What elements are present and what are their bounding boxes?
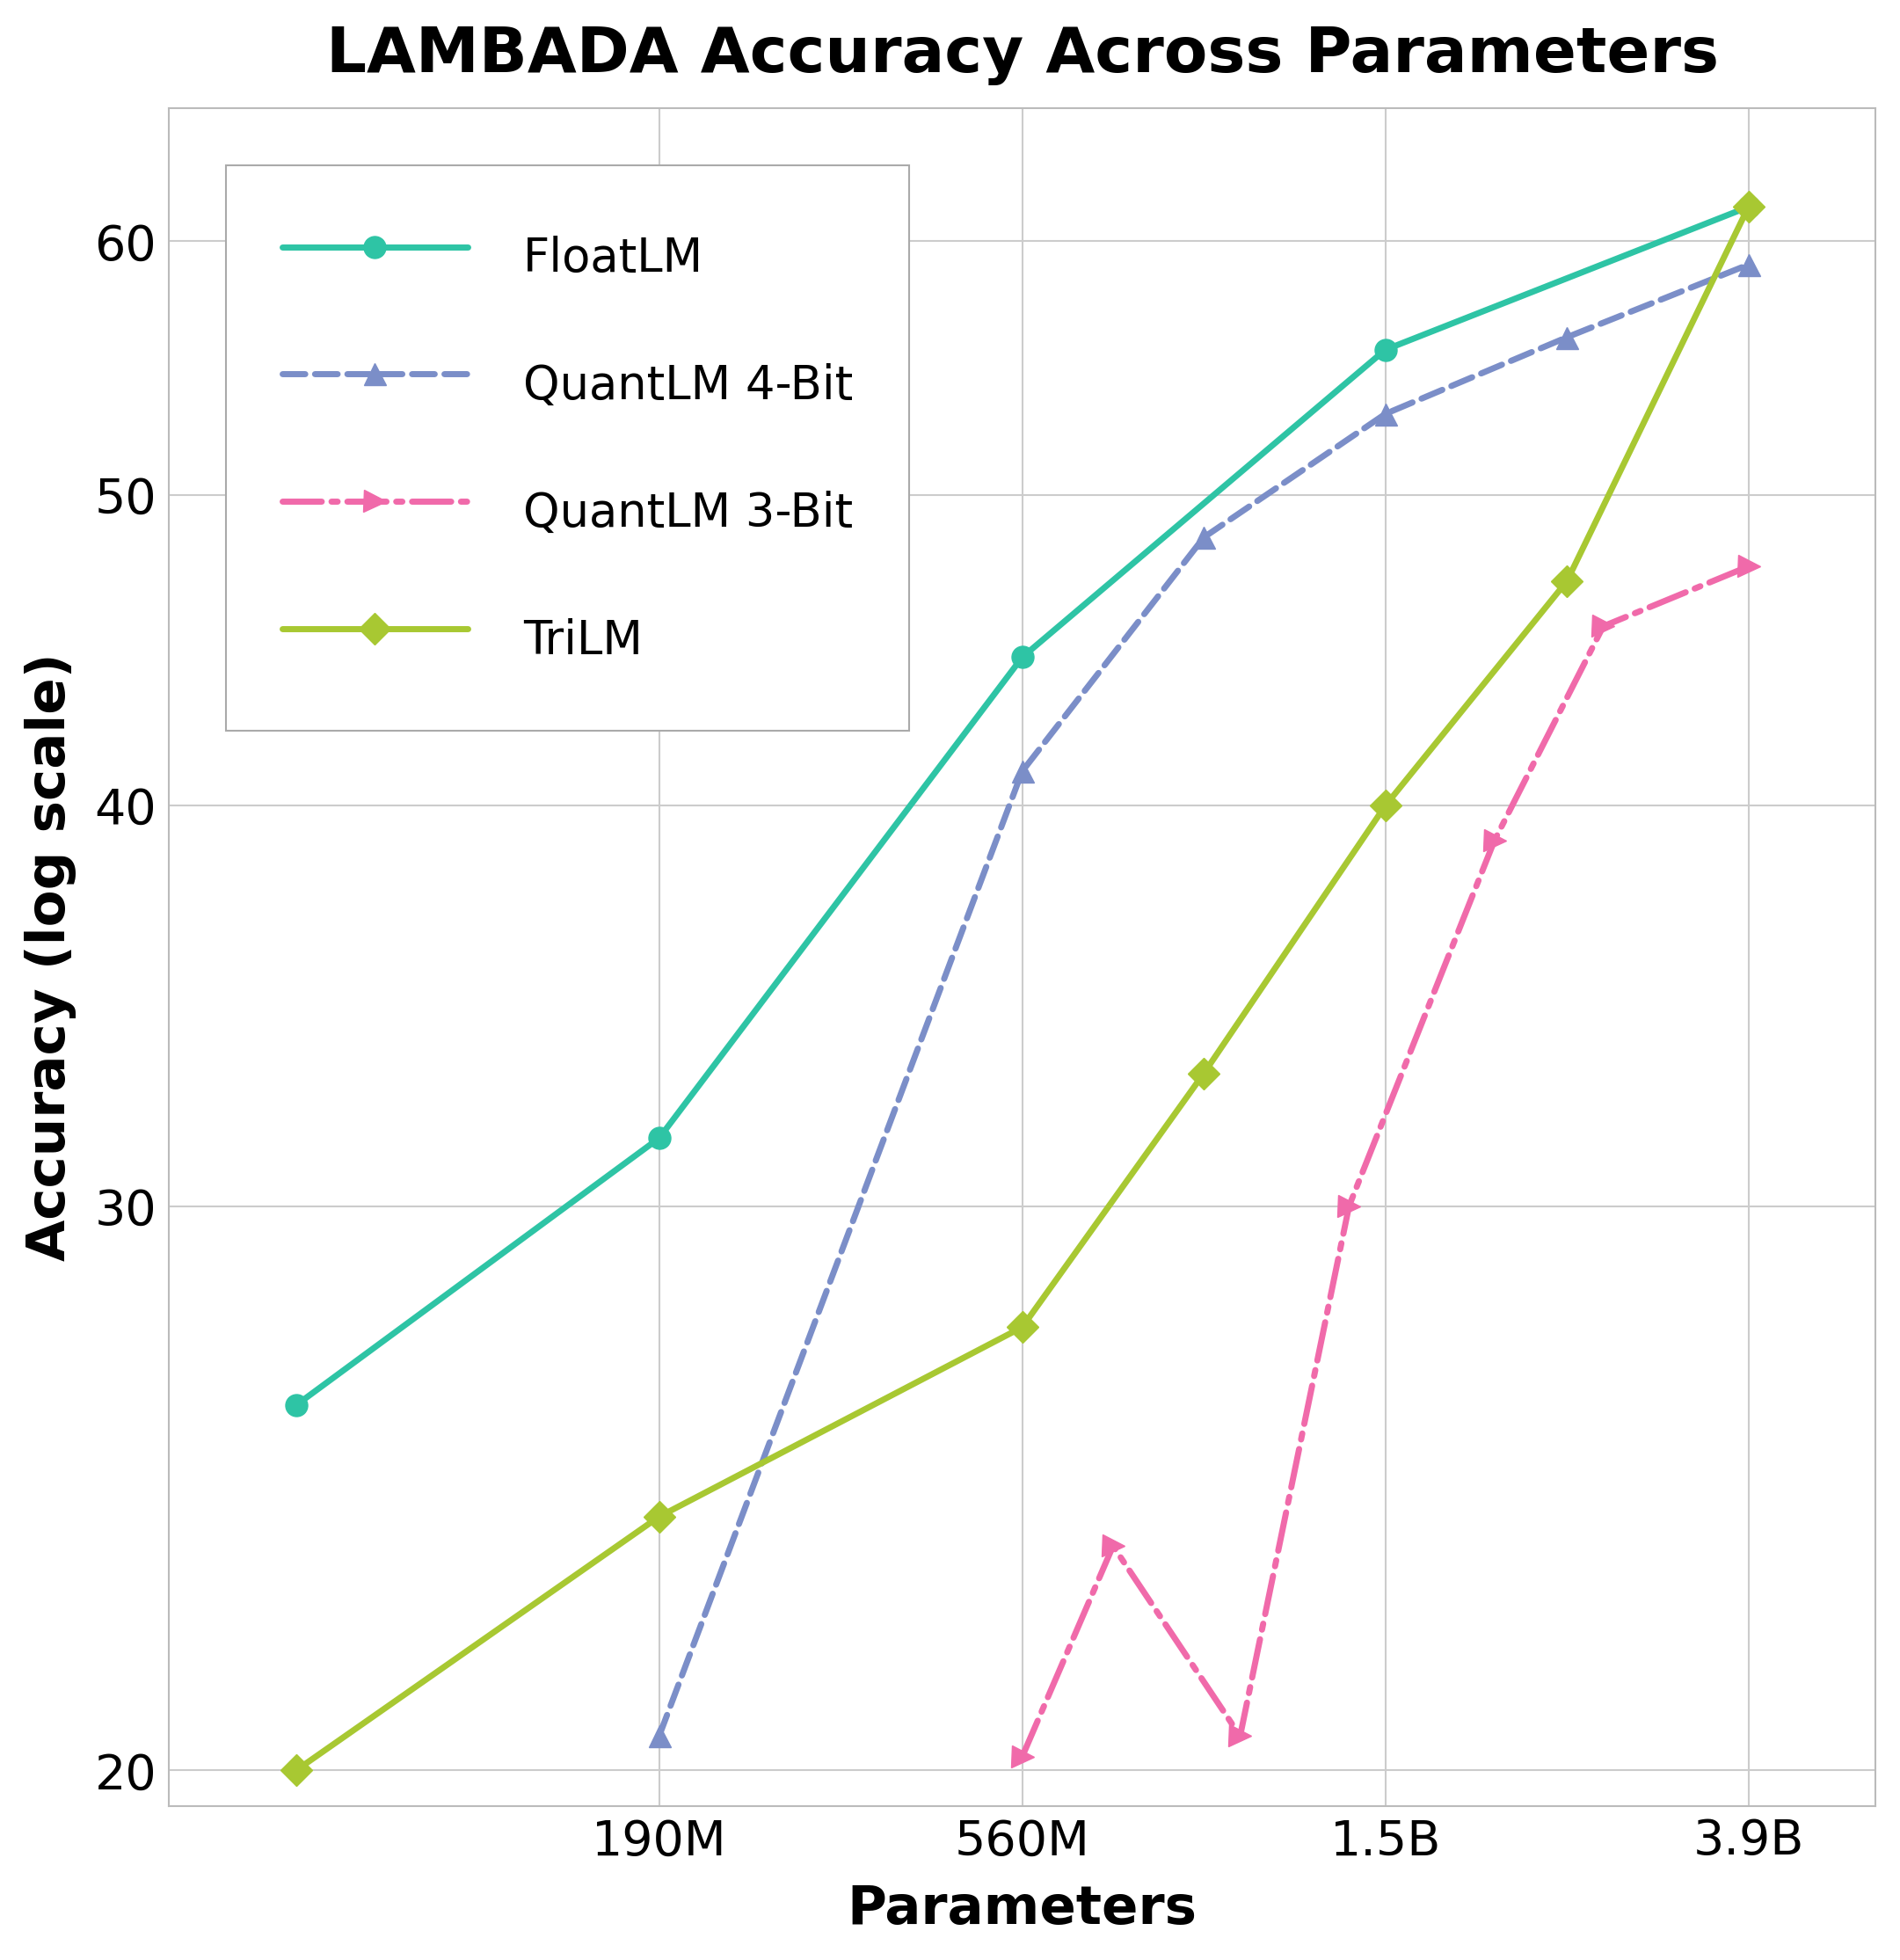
TriLM [1556,568,1579,592]
Line: QuantLM 3-Bit: QuantLM 3-Bit [1011,555,1759,1768]
TriLM [648,1505,671,1529]
QuantLM 3-Bit [1229,1725,1252,1748]
Y-axis label: Accuracy (log scale): Accuracy (log scale) [25,653,76,1260]
QuantLM 3-Bit [1338,1194,1360,1217]
QuantLM 4-Bit [1374,402,1396,425]
QuantLM 4-Bit [1011,759,1034,782]
X-axis label: Parameters: Parameters [847,1884,1197,1936]
FloatLM [285,1394,308,1417]
FloatLM [1374,337,1396,361]
FloatLM [1737,196,1759,220]
QuantLM 3-Bit [1011,1744,1034,1768]
TriLM [285,1758,308,1782]
TriLM [1374,794,1396,817]
QuantLM 3-Bit [1592,615,1615,639]
FloatLM [1011,645,1034,668]
QuantLM 3-Bit [1102,1535,1125,1558]
QuantLM 4-Bit [648,1725,671,1748]
FloatLM [648,1127,671,1151]
Title: LAMBADA Accuracy Across Parameters: LAMBADA Accuracy Across Parameters [327,24,1720,84]
TriLM [1737,196,1759,220]
Line: QuantLM 4-Bit: QuantLM 4-Bit [648,253,1759,1746]
QuantLM 3-Bit [1737,555,1759,578]
Line: TriLM: TriLM [285,196,1759,1782]
QuantLM 4-Bit [1556,325,1579,349]
QuantLM 3-Bit [1482,829,1505,853]
QuantLM 4-Bit [1737,253,1759,276]
Line: FloatLM: FloatLM [285,196,1759,1417]
QuantLM 4-Bit [1193,525,1216,549]
TriLM [1193,1062,1216,1086]
TriLM [1011,1315,1034,1339]
Legend: FloatLM, QuantLM 4-Bit, QuantLM 3-Bit, TriLM: FloatLM, QuantLM 4-Bit, QuantLM 3-Bit, T… [226,167,908,731]
